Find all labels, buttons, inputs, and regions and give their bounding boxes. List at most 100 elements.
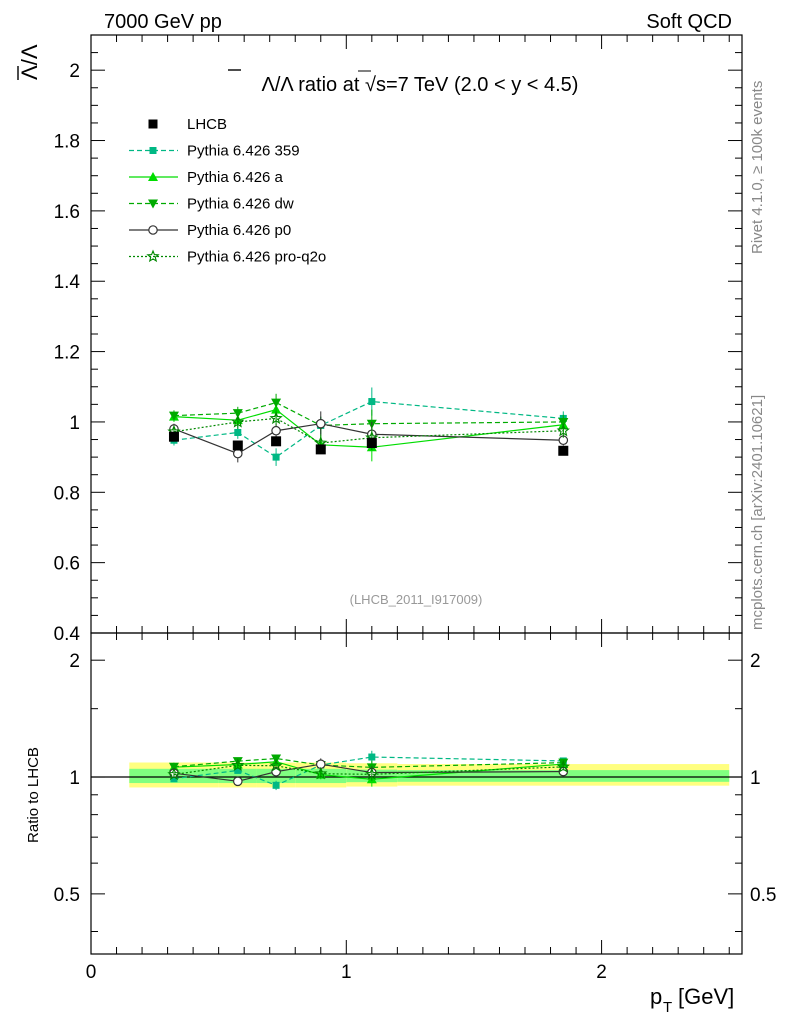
ratio-series-line xyxy=(173,764,564,776)
ratio-ytick-label-right: 1 xyxy=(750,768,761,789)
ratio-panel: 0.5 0.5 1 1 2 2 0 1 2 Ratio to LHCB xyxy=(25,632,776,983)
xlabel-unit: [GeV] xyxy=(678,984,734,1009)
series-point xyxy=(272,453,280,461)
xtick-label: 1 xyxy=(341,962,352,983)
xlabel-p: p xyxy=(650,984,662,1009)
series-point xyxy=(271,425,281,436)
ratio-series-point xyxy=(314,766,328,780)
series-line xyxy=(173,400,564,458)
main-ytick-label: 1.6 xyxy=(54,202,80,223)
series-point xyxy=(558,417,569,427)
rivet-version-label: Rivet 4.1.0, ≥ 100k events xyxy=(749,81,766,254)
ratio-ytick-label-right: 0.5 xyxy=(750,885,776,906)
series-point xyxy=(556,423,570,437)
main-ytick-label: 1.8 xyxy=(54,132,80,153)
header-process-label: Soft QCD xyxy=(646,11,732,33)
main-ytick-label: 1 xyxy=(69,413,80,434)
mcplots-label: mcplots.cern.ch [arXiv:2401.10621] xyxy=(749,395,766,630)
main-y-axis-label: Λ/Λ xyxy=(17,44,42,80)
ratio-ytick-label-left: 0.5 xyxy=(54,885,80,906)
series-point xyxy=(231,414,245,428)
ratio-ytick-label-right: 2 xyxy=(750,651,761,672)
ratio-series-point xyxy=(231,758,245,771)
chart-title: Λ/Λ ratio at √s=7 TeV (2.0 < y < 4.5) xyxy=(262,74,579,96)
title-sqrt-symbol: √ xyxy=(365,74,376,96)
series-pythia-6-426-359 xyxy=(170,387,567,466)
series-point xyxy=(271,398,282,408)
ratio-frame xyxy=(90,632,743,955)
ratio-series-point xyxy=(170,775,178,783)
main-ytick-label: 1.2 xyxy=(54,343,80,364)
legend-item: Pythia 6.426 pro-q2o xyxy=(129,249,326,266)
main-ytick-label: 0.4 xyxy=(54,624,81,645)
main-ytick-label: 1.4 xyxy=(54,272,81,293)
title-lambdabar: Λ xyxy=(262,74,276,96)
series-point xyxy=(232,409,243,419)
ratio-series-line xyxy=(173,763,564,782)
legend-marker xyxy=(148,225,158,235)
legend-label: Pythia 6.426 dw xyxy=(187,196,294,213)
ratio-series-line xyxy=(173,756,564,786)
ratio-series-point xyxy=(368,753,376,761)
legend-item: LHCB xyxy=(148,116,227,133)
title-ratio-text: /Λ ratio at xyxy=(275,74,365,96)
x-axis-label: p T [GeV] xyxy=(650,984,734,1016)
ratio-series-point xyxy=(272,781,280,789)
legend-marker xyxy=(148,172,158,181)
ratio-series-point xyxy=(232,757,243,767)
ratio-series-point xyxy=(365,767,379,781)
ylabel-rest: /Λ xyxy=(17,44,42,65)
series-line xyxy=(173,417,564,444)
title-energy-text: s=7 TeV (2.0 < y < 4.5) xyxy=(376,74,579,96)
xlabel-subscript: T xyxy=(663,999,672,1016)
ratio-series-pythia-6-426-pro-q2o xyxy=(167,758,570,781)
ylabel-lambdabar: Λ xyxy=(17,65,42,80)
series-point xyxy=(315,418,326,429)
ratio-series-point xyxy=(168,762,179,772)
data-point xyxy=(558,445,569,456)
xtick-label: 2 xyxy=(596,962,607,983)
series-point xyxy=(368,398,376,406)
legend-marker xyxy=(146,249,160,263)
main-ytick-label: 0.8 xyxy=(54,483,80,504)
ratio-y-axis-label: Ratio to LHCB xyxy=(25,747,42,843)
ratio-series-point xyxy=(234,766,242,774)
data-point xyxy=(315,444,326,455)
legend-label: Pythia 6.426 359 xyxy=(187,143,300,160)
legend-item: Pythia 6.426 a xyxy=(129,169,284,186)
ratio-ytick-label-left: 2 xyxy=(69,651,80,672)
legend-marker xyxy=(149,147,157,154)
ratio-series-point xyxy=(556,759,570,773)
legend-label: Pythia 6.426 a xyxy=(187,169,284,186)
legend-label: LHCB xyxy=(187,116,227,133)
series-point xyxy=(269,411,283,425)
series-point xyxy=(232,448,243,459)
series-point xyxy=(168,411,179,421)
data-point xyxy=(366,438,377,449)
header-energy-label: 7000 GeV pp xyxy=(104,11,222,33)
ratio-series-point xyxy=(167,767,181,781)
series-pythia-6-426-p0 xyxy=(169,411,569,463)
legend-label: Pythia 6.426 p0 xyxy=(187,222,291,239)
legend-item: Pythia 6.426 dw xyxy=(129,196,294,213)
legend-marker xyxy=(148,199,158,209)
ratio-ytick-label-left: 1 xyxy=(69,768,80,789)
series-line xyxy=(173,401,564,427)
xtick-label: 0 xyxy=(86,962,97,983)
legend-item: Pythia 6.426 359 xyxy=(129,143,300,160)
svg-text:Λ/Λ: Λ/Λ xyxy=(17,44,42,80)
main-panel: 0.4 0.6 0.8 1 1.2 1.4 1.6 1.8 2 Λ/Λ ratio at √s=… xyxy=(17,34,743,645)
series-lhcb xyxy=(168,431,569,456)
legend: LHCB Pythia 6.426 359 Pythia 6.426 a Pythia… xyxy=(129,116,326,266)
data-point xyxy=(271,436,282,447)
ratio-series-point xyxy=(232,776,243,787)
main-ytick-label: 0.6 xyxy=(54,554,80,575)
main-ytick-label: 2 xyxy=(69,61,80,82)
series-point xyxy=(234,428,242,436)
data-point xyxy=(232,440,243,451)
series-line xyxy=(173,423,564,455)
ratio-series-point xyxy=(558,758,569,768)
analysis-watermark: (LHCB_2011_I917009) xyxy=(350,592,483,607)
legend-marker xyxy=(148,119,158,129)
